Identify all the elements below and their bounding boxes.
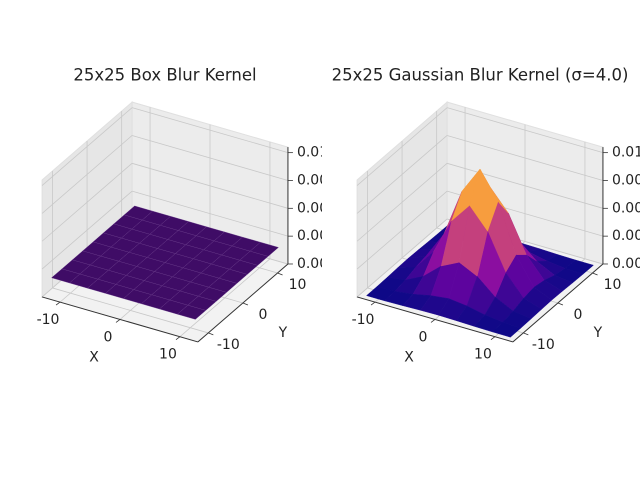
y-tick-label: 0: [573, 307, 582, 323]
grid-line: [356, 107, 448, 186]
x-tick-label: 10: [159, 347, 177, 363]
grid-line: [356, 135, 448, 214]
grid-line: [41, 163, 133, 242]
surface-patch: [469, 168, 499, 232]
x-axis-label: X: [404, 349, 414, 365]
z-tick-label: 0.0075: [297, 172, 346, 188]
tick-mark: [115, 319, 121, 323]
tick-mark: [370, 301, 376, 306]
grid-line: [131, 107, 289, 154]
grid-line: [41, 135, 133, 214]
y-axis: [197, 263, 289, 343]
z-tick-label: 0.0050: [297, 200, 346, 216]
grid-line: [131, 162, 289, 209]
tick-mark: [490, 336, 496, 341]
x-axis-label: X: [89, 349, 99, 365]
chart-title: 25x25 Gaussian Blur Kernel (σ=4.0): [332, 66, 629, 85]
z-tick-label: 0.0025: [612, 228, 640, 244]
x-tick-label: 0: [419, 329, 428, 345]
x-tick-label: -10: [37, 312, 60, 328]
grid-line: [41, 190, 133, 270]
chart-title: 25x25 Box Blur Kernel: [73, 66, 256, 85]
grid-line: [356, 163, 448, 242]
y-tick-label: -10: [217, 337, 240, 353]
grid-line: [131, 190, 289, 237]
grid-line: [356, 190, 448, 270]
grid-line: [356, 218, 448, 298]
tick-mark: [592, 272, 598, 276]
y-tick-label: 10: [289, 277, 307, 293]
z-tick-label: 0.0050: [612, 200, 640, 216]
tick-mark: [430, 319, 436, 323]
z-tick-label: 0.0025: [297, 228, 346, 244]
grid-line: [446, 107, 604, 154]
x-tick-label: 0: [104, 329, 113, 345]
x-tick-label: -10: [352, 312, 375, 328]
x-axis: [41, 296, 199, 343]
z-tick-label: 0.0075: [612, 172, 640, 188]
tick-mark: [523, 332, 529, 336]
y-axis: [512, 263, 604, 343]
z-tick-label: 0.0000: [612, 256, 640, 272]
x-axis: [356, 296, 514, 343]
z-tick-label: 0.0100: [297, 145, 346, 161]
grid-line: [446, 135, 604, 181]
y-tick-label: 10: [604, 277, 622, 293]
tick-mark: [277, 272, 283, 276]
z-tick-label: 0.0100: [612, 145, 640, 161]
x-tick-label: 10: [474, 347, 492, 363]
y-tick-label: 0: [258, 307, 267, 323]
surface-patch: [177, 305, 207, 320]
tick-mark: [55, 301, 61, 306]
grid-line: [41, 107, 133, 186]
y-axis-label: Y: [593, 325, 603, 341]
grid-line: [446, 162, 604, 209]
z-tick-label: 0.0000: [297, 256, 346, 272]
surface-patch: [492, 322, 522, 338]
grid-line: [131, 135, 289, 181]
tick-mark: [175, 336, 181, 341]
panel: -10 0 10 -10 0 10 0.0000 0.0025 0.0050 0.0075 0.01…: [37, 101, 346, 365]
tick-mark: [242, 302, 249, 306]
y-axis-label: Y: [278, 325, 288, 341]
y-tick-label: -10: [532, 337, 555, 353]
panel: -10 0 10 -10 0 10 0.0000 0.0025 0.0050 0.0075 0.01…: [352, 101, 640, 365]
tick-mark: [208, 332, 214, 336]
grid-line: [52, 287, 209, 334]
tick-mark: [557, 302, 564, 306]
